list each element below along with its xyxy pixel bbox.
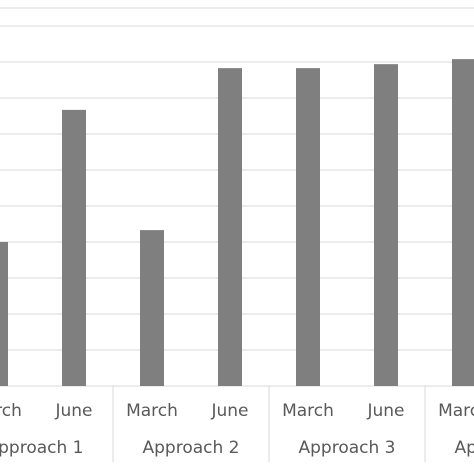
x-tick-label: June	[366, 401, 404, 421]
bar	[62, 109, 86, 386]
group-label: Approach 1	[0, 438, 84, 458]
x-tick-label: March	[0, 401, 22, 421]
x-tick-label: June	[210, 401, 248, 421]
bar	[0, 242, 8, 386]
x-tick-label: March	[438, 401, 474, 421]
bar	[218, 68, 242, 387]
group-label: Approach 4	[455, 438, 474, 458]
x-tick-label: June	[54, 401, 92, 421]
x-tick-label: March	[126, 401, 178, 421]
bar	[296, 68, 320, 387]
bar	[374, 64, 398, 386]
bar	[140, 230, 164, 386]
x-tick-label: March	[282, 401, 334, 421]
group-label: Approach 3	[299, 438, 396, 458]
group-label: Approach 2	[143, 438, 240, 458]
bar	[452, 59, 474, 387]
